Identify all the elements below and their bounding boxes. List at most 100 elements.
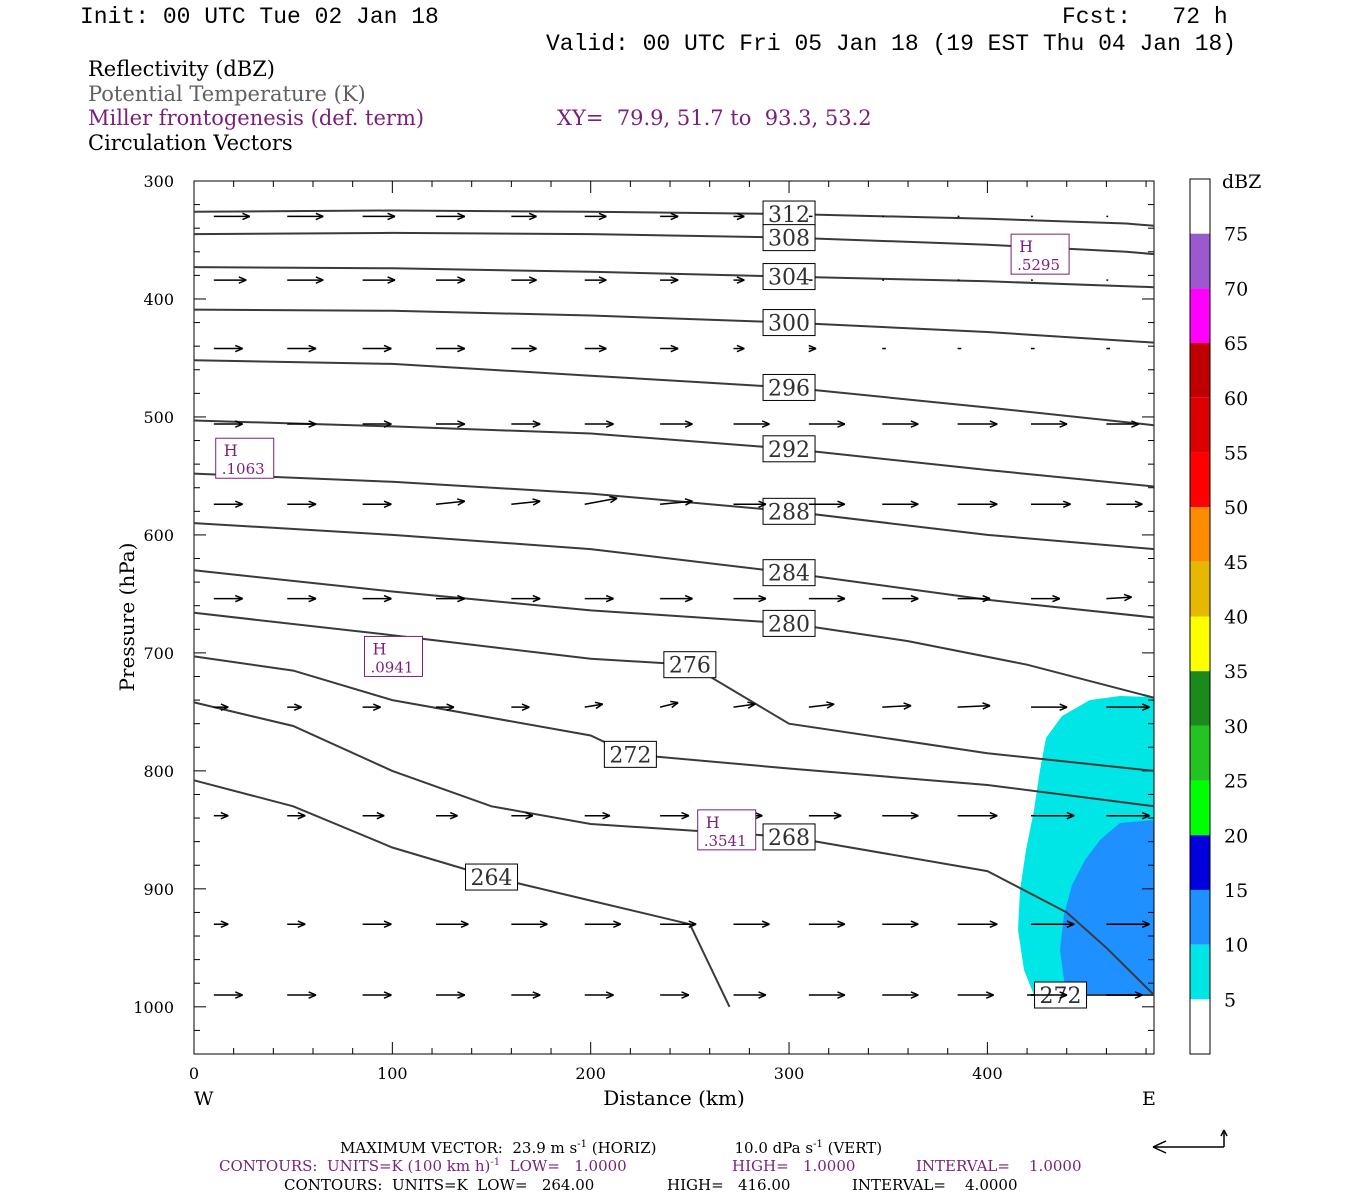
circulation-vector — [882, 991, 919, 999]
circulation-vector — [584, 991, 614, 999]
svg-text:268: 268 — [768, 826, 810, 851]
circulation-vector — [287, 212, 324, 221]
circulation-vector — [287, 420, 317, 428]
circulation-vector — [362, 344, 392, 353]
circulation-vector — [808, 701, 835, 709]
circulation-vector — [1106, 420, 1140, 428]
circulation-vector — [511, 420, 541, 428]
theta-contour-line — [193, 231, 1155, 256]
circulation-vector — [435, 498, 466, 506]
frontogenesis-high-marker: H.5295 — [1010, 233, 1070, 275]
frontogenesis-high-marker: H.0941 — [363, 635, 423, 677]
colorbar-label: 60 — [1224, 388, 1248, 410]
colorbar-label: 45 — [1224, 552, 1248, 574]
circulation-vector — [1031, 703, 1068, 711]
circulation-vector — [660, 920, 697, 929]
circulation-vector — [1106, 991, 1143, 999]
circulation-vector — [1031, 811, 1075, 820]
theta-contour-label: 300 — [762, 309, 816, 337]
colorbar-label: 15 — [1224, 880, 1248, 902]
forecast-hour: Fcst: 72 h — [1062, 4, 1228, 30]
circulation-vector — [435, 212, 466, 221]
circulation-vector — [287, 703, 302, 711]
x-tick-label: 100 — [377, 1064, 408, 1083]
circulation-vector — [660, 420, 693, 428]
circulation-vector — [213, 920, 229, 929]
colorbar-label: 35 — [1224, 661, 1248, 683]
circulation-vector — [511, 920, 548, 929]
circulation-vector — [584, 920, 622, 929]
footer-contours-theta-interval: INTERVAL= 4.0000 — [852, 1176, 1018, 1194]
theta-contour-line — [193, 266, 1155, 289]
legend-xy: XY= 79.9, 51.7 to 93.3, 53.2 — [557, 106, 872, 130]
circulation-vector — [287, 500, 317, 509]
svg-text:272: 272 — [1040, 984, 1082, 1009]
colorbar-label: 20 — [1224, 825, 1248, 847]
circulation-vector — [584, 811, 611, 820]
svg-text:304: 304 — [768, 266, 810, 291]
circulation-vector — [584, 212, 607, 221]
frontogenesis-high-label: H — [224, 441, 238, 460]
svg-text:284: 284 — [768, 562, 810, 587]
legend-reflectivity: Reflectivity (dBZ) — [88, 57, 276, 81]
theta-contour-label: 280 — [762, 609, 816, 637]
colorbar-segment — [1190, 452, 1210, 508]
y-tick-label: 700 — [143, 644, 174, 663]
theta-contour-label: 304 — [762, 263, 816, 291]
theta-contour-line — [193, 472, 1155, 551]
legend-theta: Potential Temperature (K) — [88, 82, 366, 106]
circulation-vector — [435, 920, 469, 929]
colorbar-segment — [1190, 616, 1210, 672]
theta-contour-line — [193, 701, 1155, 996]
colorbar-segment — [1190, 179, 1210, 234]
circulation-vector — [1106, 703, 1150, 711]
x-tick-label: 0 — [189, 1064, 199, 1083]
circulation-vector — [1031, 500, 1071, 509]
circulation-vector — [362, 420, 392, 428]
circulation-vector — [882, 420, 919, 428]
y-tick-label: 500 — [143, 408, 174, 427]
x-tick-label: 300 — [774, 1064, 805, 1083]
circulation-vector — [808, 811, 842, 820]
colorbar-label: 50 — [1224, 497, 1248, 519]
svg-text:308: 308 — [768, 227, 810, 252]
circulation-vector — [808, 500, 846, 509]
circulation-vector — [511, 276, 537, 284]
colorbar-segment — [1190, 561, 1210, 617]
theta-contour-label: 292 — [762, 435, 816, 463]
x-end-label-west: W — [194, 1088, 214, 1110]
circulation-vector — [213, 344, 243, 353]
circulation-vector — [287, 991, 317, 999]
x-axis-label: Distance (km) — [603, 1086, 745, 1110]
circulation-vector — [733, 276, 745, 284]
theta-contour-line — [193, 308, 1155, 344]
circulation-vector — [1106, 811, 1150, 820]
circulation-vector — [511, 703, 530, 711]
colorbar-label: 55 — [1224, 442, 1248, 464]
circulation-vector — [511, 991, 541, 999]
theta-contour-label: 276 — [663, 651, 717, 679]
circulation-vector — [660, 498, 693, 506]
circulation-vector — [882, 500, 919, 509]
circulation-vector — [584, 495, 618, 505]
circulation-vector — [435, 420, 466, 428]
reference-vector-icon — [1152, 1129, 1228, 1154]
circulation-vector — [213, 420, 243, 428]
colorbar-segment — [1190, 671, 1210, 726]
circulation-vector — [733, 212, 745, 221]
theta-contour-line — [193, 359, 1155, 427]
circulation-vector — [957, 420, 998, 428]
colorbar-segment — [1190, 343, 1210, 398]
colorbar-segment — [1190, 725, 1210, 781]
circulation-vector — [435, 991, 466, 999]
circulation-vector — [213, 212, 251, 221]
svg-text:264: 264 — [471, 866, 513, 891]
circulation-vector — [362, 500, 392, 509]
x-tick-labels: 0 100 200 300 400 — [189, 1064, 1003, 1083]
circulation-vector — [435, 594, 466, 603]
circulation-vector — [511, 498, 541, 506]
circulation-vector — [733, 594, 767, 603]
circulation-vector — [511, 811, 534, 820]
colorbar-segment — [1190, 889, 1210, 945]
y-tick-label: 600 — [143, 526, 174, 545]
